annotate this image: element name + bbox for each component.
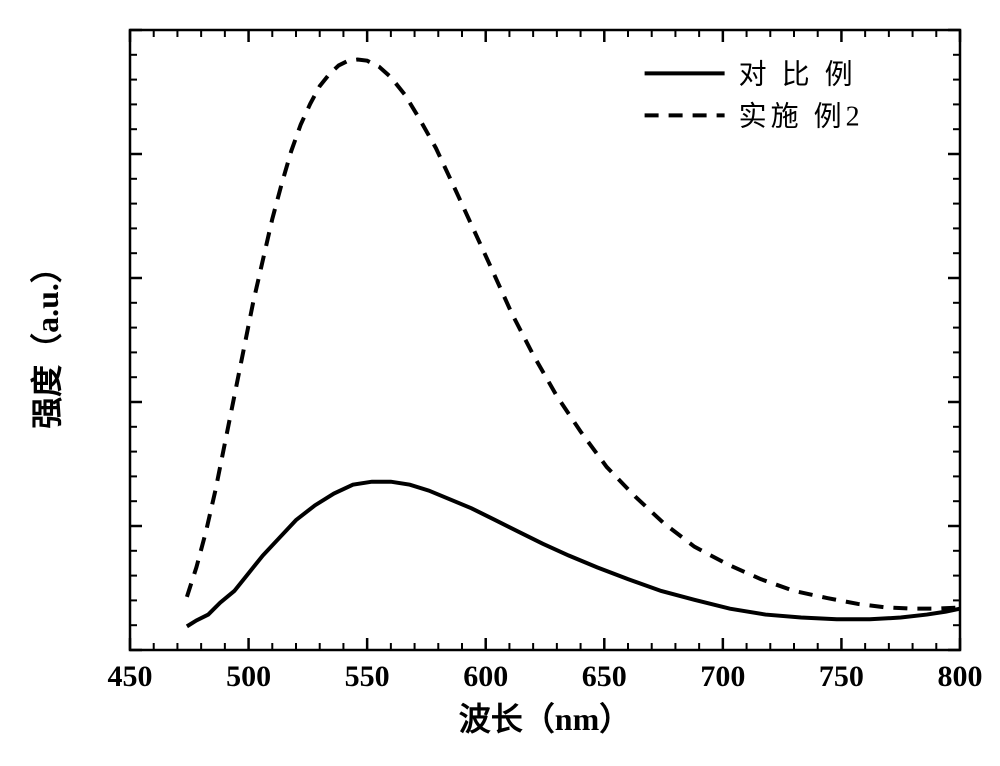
x-tick-label: 600 [463, 660, 508, 693]
x-tick-label: 450 [108, 660, 153, 693]
x-tick-label: 500 [226, 660, 271, 693]
spectrum-chart: 450 500 550 600 650 700 750 800 波长（nm） 强度（a.u.） 对 … [0, 0, 1000, 766]
x-tick-label: 650 [582, 660, 627, 693]
series-实施例2 [187, 60, 960, 609]
y-axis-label: 强度（a.u.） [29, 251, 65, 429]
legend-label: 对 比 例 [739, 58, 857, 90]
x-tick-label: 700 [700, 660, 745, 693]
legend-label: 实施 例2 [739, 100, 864, 132]
series-对比例 [187, 482, 960, 627]
x-tick-label: 550 [345, 660, 390, 693]
x-axis-label: 波长（nm） [459, 701, 631, 737]
x-tick-label: 750 [819, 660, 864, 693]
chart-svg: 450 500 550 600 650 700 750 800 波长（nm） 强度（a.u.） 对 … [0, 0, 1000, 766]
x-tick-label: 800 [938, 660, 983, 693]
